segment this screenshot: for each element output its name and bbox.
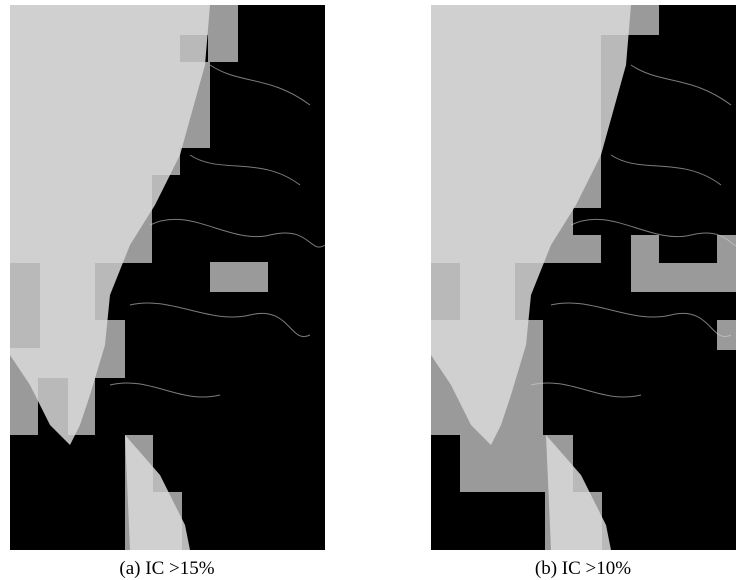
figure: (a) IC >15% (b) IC >10% — [0, 0, 736, 580]
panel-a: (a) IC >15% — [10, 5, 325, 579]
caption: (a) IC >15% — [119, 558, 214, 579]
panel-b: (b) IC >10% — [431, 5, 736, 579]
caption: (b) IC >10% — [535, 558, 631, 579]
